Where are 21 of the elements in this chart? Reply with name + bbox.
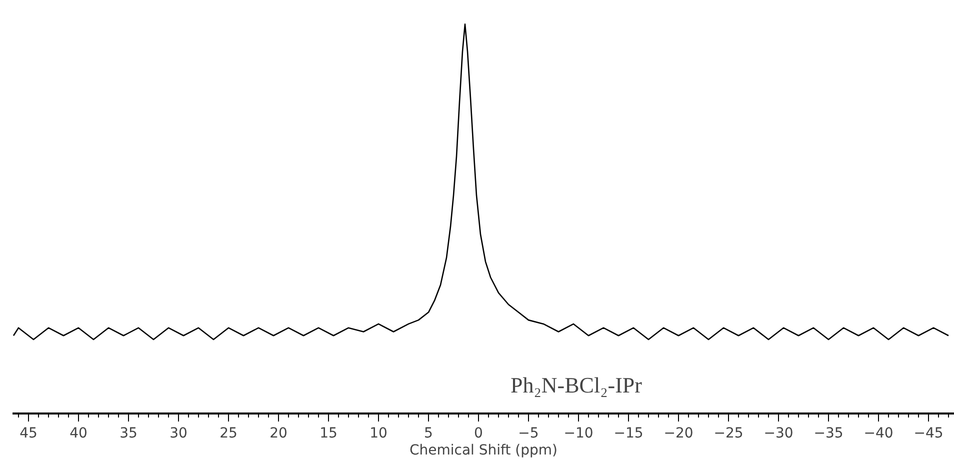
x-tick-label: 15 [320,426,338,442]
x-tick-label: 35 [120,426,138,442]
x-tick-label: −35 [814,426,844,442]
x-tick-label: −15 [614,426,644,442]
x-tick-label: −45 [914,426,944,442]
x-tick-label: 45 [20,426,38,442]
x-tick-label: 20 [270,426,288,442]
x-tick-label: 0 [474,426,483,442]
x-tick-label: 30 [170,426,188,442]
x-tick-label: −10 [564,426,594,442]
x-axis-title: Chemical Shift (ppm) [409,442,558,458]
x-tick-label: 25 [220,426,238,442]
x-tick-label: 40 [70,426,88,442]
x-tick-label: −20 [664,426,694,442]
x-tick-label: −25 [714,426,744,442]
x-tick-label: −40 [864,426,894,442]
x-tick-label: −30 [764,426,794,442]
x-tick-label: −5 [518,426,539,442]
x-tick-label: 5 [424,426,433,442]
annotation: Ph₂N-BCl₂-IPr [510,372,643,398]
x-tick-label: 10 [370,426,388,442]
